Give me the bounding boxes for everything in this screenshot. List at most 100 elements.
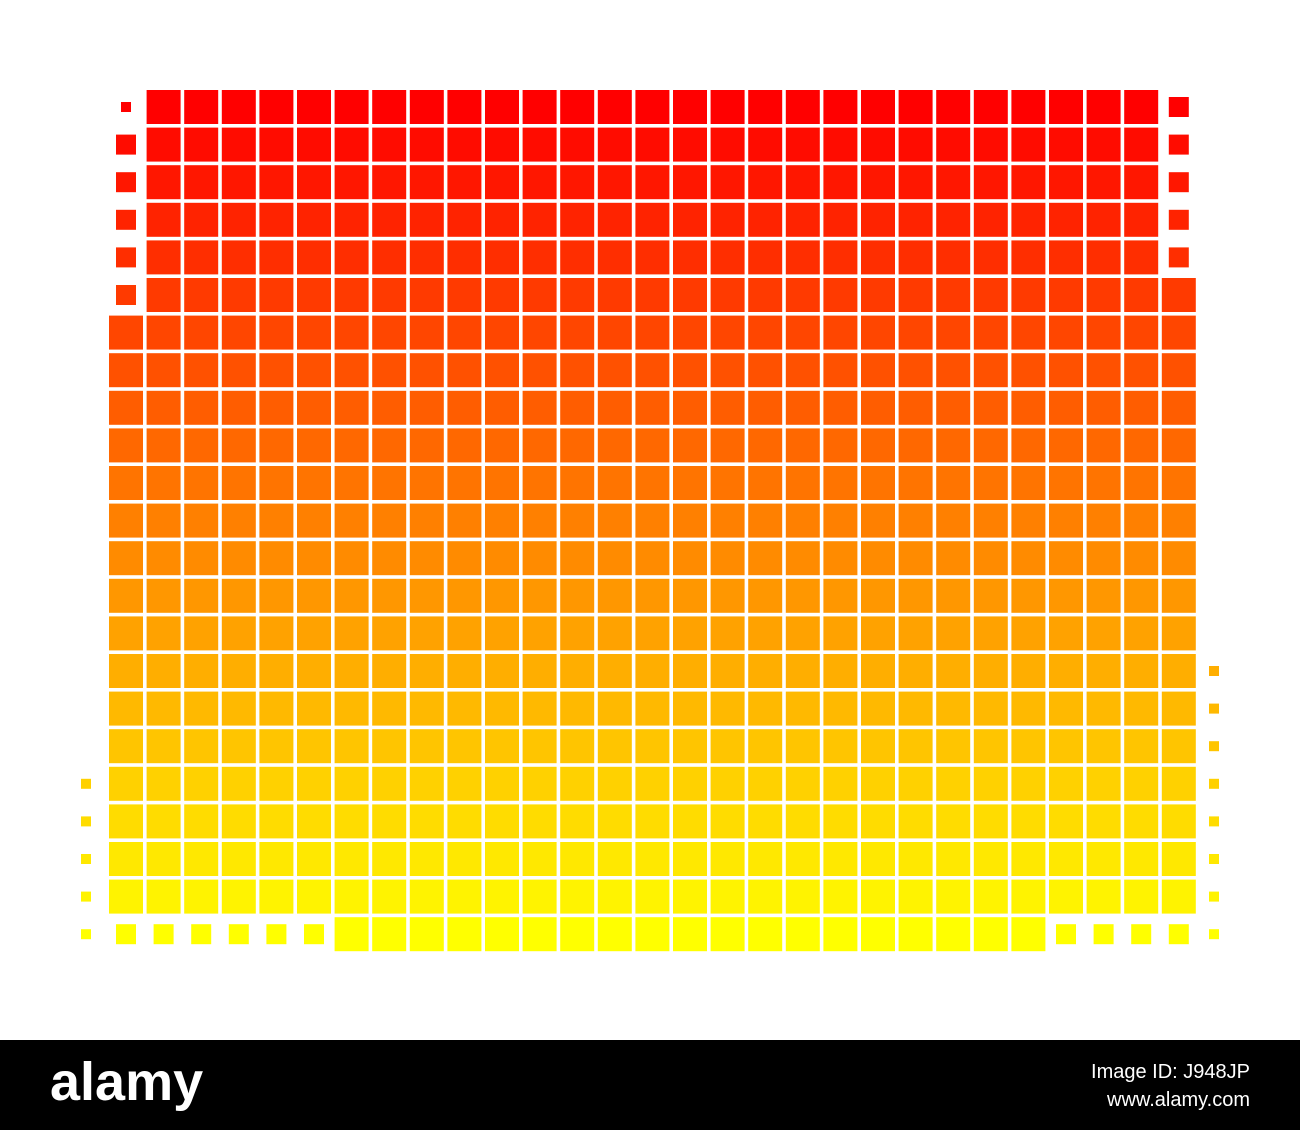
map-dot <box>785 654 820 688</box>
map-dot <box>560 842 595 876</box>
map-dot <box>635 127 670 162</box>
map-dot <box>635 240 670 275</box>
map-dot <box>522 541 557 576</box>
map-dot <box>297 90 331 124</box>
map-dot <box>522 127 557 162</box>
map-dot <box>109 466 143 500</box>
map-dot <box>297 729 331 764</box>
map-dot <box>560 466 595 500</box>
map-dot <box>635 353 670 388</box>
map-dot <box>710 616 745 651</box>
map-dot <box>259 240 294 275</box>
map-dot <box>259 278 294 312</box>
map-dot <box>409 503 444 538</box>
map-dot <box>146 729 181 764</box>
map-dot <box>710 654 745 688</box>
map-dot <box>121 102 131 112</box>
map-dot <box>409 842 444 876</box>
map-dot <box>635 654 670 688</box>
map-dot <box>1049 428 1083 463</box>
map-dot <box>109 654 143 688</box>
map-dot <box>334 127 369 162</box>
map-dot <box>710 842 745 876</box>
map-dot <box>1086 315 1121 350</box>
map-dot <box>710 278 745 312</box>
map-dot <box>898 127 933 162</box>
map-dot <box>485 315 519 350</box>
map-dot <box>184 879 219 914</box>
map-dot <box>184 202 219 237</box>
map-dot <box>221 353 256 388</box>
map-dot <box>1086 578 1121 613</box>
map-dot <box>635 278 670 312</box>
map-dot <box>447 541 482 576</box>
map-dot <box>1124 879 1159 914</box>
map-dot <box>372 353 407 388</box>
map-dot <box>898 879 933 914</box>
map-dot <box>221 691 256 726</box>
map-dot <box>1086 466 1121 500</box>
map-dot <box>146 127 181 162</box>
map-dot <box>597 278 632 312</box>
map-dot <box>1011 466 1046 500</box>
map-dot <box>785 353 820 388</box>
map-dot <box>635 917 670 952</box>
map-dot <box>153 924 174 945</box>
map-dot <box>823 390 858 425</box>
map-dot <box>485 503 519 538</box>
map-dot <box>1161 353 1196 388</box>
map-dot <box>1161 578 1196 613</box>
map-dot <box>861 127 895 162</box>
map-dot <box>1086 654 1121 688</box>
map-dot <box>146 390 181 425</box>
map-dot <box>447 879 482 914</box>
map-dot <box>710 879 745 914</box>
map-dot <box>1056 924 1076 945</box>
map-dot <box>372 616 407 651</box>
map-dot <box>560 654 595 688</box>
map-dot <box>1086 127 1121 162</box>
map-dot <box>936 428 971 463</box>
map-dot <box>635 503 670 538</box>
map-dot <box>748 390 783 425</box>
map-dot <box>823 578 858 613</box>
map-dot <box>297 503 331 538</box>
map-dot <box>1161 503 1196 538</box>
map-dot <box>673 879 707 914</box>
map-dot <box>861 90 895 124</box>
map-dot <box>116 134 136 155</box>
map-dot <box>146 353 181 388</box>
map-dot <box>485 917 519 952</box>
map-dot <box>259 390 294 425</box>
footer-logo: alamy <box>50 1052 203 1112</box>
map-dot <box>560 240 595 275</box>
map-dot <box>973 390 1008 425</box>
map-dot <box>1161 278 1196 312</box>
map-dot <box>936 390 971 425</box>
map-dot <box>936 766 971 801</box>
map-dot <box>710 729 745 764</box>
map-dot <box>936 503 971 538</box>
map-dot <box>898 578 933 613</box>
map-dot <box>1124 766 1159 801</box>
map-dot <box>973 729 1008 764</box>
map-dot <box>973 127 1008 162</box>
map-dot <box>748 466 783 500</box>
map-dot <box>447 202 482 237</box>
map-dot <box>898 804 933 839</box>
map-dot <box>597 691 632 726</box>
map-dot <box>297 202 331 237</box>
map-dot <box>297 353 331 388</box>
map-dot <box>447 691 482 726</box>
map-dot <box>297 315 331 350</box>
map-dot <box>898 202 933 237</box>
map-dot <box>485 278 519 312</box>
map-dot <box>191 924 212 945</box>
map-dot <box>1011 353 1046 388</box>
map-dot <box>635 729 670 764</box>
map-dot <box>146 691 181 726</box>
map-dot <box>409 353 444 388</box>
map-dot <box>785 766 820 801</box>
map-dot <box>221 127 256 162</box>
